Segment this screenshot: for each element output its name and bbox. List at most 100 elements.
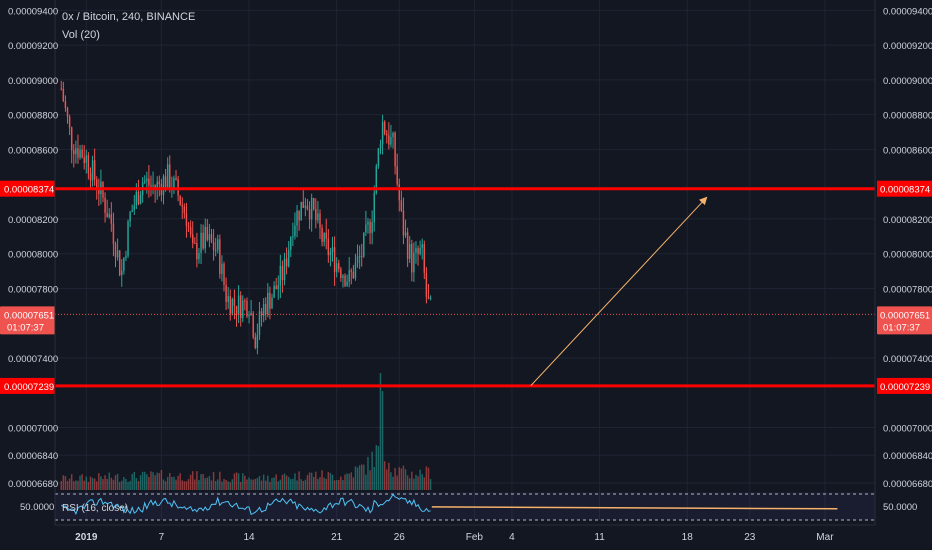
candle-body	[244, 300, 246, 302]
candle-body	[129, 212, 131, 222]
price-axis-left: 0.00009400 0.00009200 0.00009000 0.00008800…	[8, 0, 58, 525]
volume-bar	[408, 478, 411, 490]
volume-bar	[68, 478, 71, 490]
candle-body	[235, 305, 238, 316]
price-tick-label: 0.00007800	[883, 284, 932, 295]
volume-legend: Vol (20)	[62, 29, 100, 41]
candle-body	[64, 101, 67, 108]
candle-body	[315, 208, 317, 221]
candle-body	[60, 88, 62, 90]
candle-body	[231, 298, 234, 315]
candle-body	[329, 251, 332, 256]
price-tick-label: 0.00009200	[883, 41, 932, 52]
volume-bar	[237, 473, 240, 490]
price-tick-label: 0.00008000	[8, 250, 58, 261]
volume-bar	[269, 481, 271, 490]
volume-bar	[212, 472, 215, 490]
candle-body	[146, 178, 148, 182]
candle-body	[321, 227, 323, 242]
rsi-line	[61, 493, 431, 516]
candle-body	[108, 214, 110, 218]
volume-bar	[110, 477, 113, 490]
volume-bar	[221, 481, 223, 490]
candle-body	[225, 284, 227, 303]
volume-bar	[360, 464, 363, 490]
volume-bar	[310, 472, 313, 490]
volume-bar	[143, 471, 146, 490]
candle-body	[419, 248, 421, 255]
candle-body	[239, 295, 242, 319]
candle-body	[350, 270, 353, 272]
volume-bar	[150, 471, 152, 490]
volume-bar	[112, 479, 115, 490]
volume-bar	[402, 465, 405, 490]
candle-body	[77, 148, 79, 158]
candle-body	[217, 239, 219, 250]
candle-body	[294, 225, 296, 237]
candle-body	[352, 271, 355, 279]
candle-body	[331, 247, 334, 252]
candle-body	[202, 232, 204, 249]
volume-bar	[265, 480, 267, 490]
volume-bar	[285, 475, 288, 490]
candle-body	[306, 205, 309, 210]
candle-body	[344, 275, 346, 286]
volume-bar	[421, 474, 423, 490]
volume-bar	[392, 476, 394, 490]
candle-body	[73, 150, 75, 155]
candle-body	[212, 241, 215, 251]
volume-bar	[423, 477, 426, 490]
candle-body	[381, 121, 384, 144]
rsi-level-label: 50.0000	[883, 502, 917, 513]
volume-bar	[375, 445, 378, 490]
candle-body	[83, 157, 85, 163]
candle-body	[162, 176, 165, 195]
candle-body	[250, 313, 252, 315]
candle-body	[62, 88, 65, 102]
volume-bar	[260, 480, 263, 490]
volume-bar	[344, 474, 346, 490]
volume-bar	[312, 476, 315, 490]
volume-bar	[135, 478, 138, 490]
volume-bar	[89, 476, 92, 490]
candle-body	[75, 148, 77, 155]
volume-bar	[73, 481, 75, 490]
volume-bar	[262, 474, 265, 490]
candle-body	[116, 250, 119, 258]
volume-bar	[121, 480, 123, 490]
candle-body	[335, 263, 338, 273]
candle-body	[91, 160, 94, 181]
volume-bar	[383, 461, 386, 490]
candle-body	[323, 232, 325, 242]
volume-bar	[283, 473, 286, 490]
volume-bar	[85, 476, 88, 490]
candle-body	[292, 236, 294, 238]
candle-body	[279, 265, 282, 286]
candle-body	[375, 165, 378, 193]
trend-arrow[interactable]	[530, 196, 708, 387]
candle-body	[246, 300, 248, 317]
symbol-title: 0x / Bitcoin, 240, BINANCE	[62, 11, 195, 23]
candle-body	[164, 176, 167, 188]
volume-bar	[146, 474, 148, 490]
candle-body	[406, 232, 409, 259]
last-price-label: 0.00007651	[880, 310, 930, 321]
volume-bar	[281, 474, 284, 490]
candle-body	[179, 195, 181, 205]
volume-bar	[171, 476, 173, 490]
candle-body	[394, 132, 396, 167]
candle-body	[346, 281, 348, 286]
volume-bar	[181, 480, 184, 490]
candle-body	[123, 257, 125, 271]
candle-body	[66, 107, 69, 117]
price-tick-label: 0.00008200	[8, 215, 58, 226]
candle-body	[106, 212, 108, 218]
volume-bar	[340, 476, 342, 490]
volume-bar	[102, 479, 104, 490]
candle-body	[143, 181, 146, 183]
candle-body	[185, 213, 188, 226]
volume-bar	[302, 480, 305, 490]
candle-body	[85, 155, 88, 163]
candle-body	[135, 192, 138, 206]
